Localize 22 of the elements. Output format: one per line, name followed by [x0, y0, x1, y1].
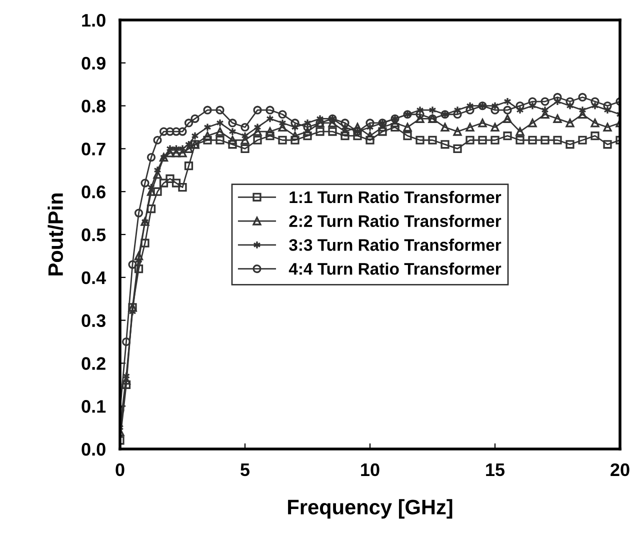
- y-tick-label: 0.6: [82, 186, 106, 198]
- y-tick-label: 0.0: [82, 442, 106, 456]
- y-tick-label: 0.8: [82, 100, 106, 113]
- legend-label: 4:4 Turn Ratio Transformer: [288, 262, 502, 275]
- x-axis-title: Frequency [GHz]: [288, 499, 452, 519]
- legend-label: 2:2 Turn Ratio Transformer: [289, 214, 502, 228]
- y-tick-label: 0.3: [82, 314, 106, 328]
- y-tick-label: 0.2: [82, 357, 106, 370]
- x-tick-label: 10: [361, 463, 380, 476]
- legend-label: 3:3 Turn Ratio Transformer: [289, 238, 502, 251]
- x-tick-label: 15: [486, 464, 505, 476]
- x-tick-label: 0: [116, 463, 124, 476]
- y-tick-label: 0.5: [82, 228, 106, 242]
- x-tick-label: 5: [240, 464, 250, 476]
- y-tick-label: 1.0: [82, 14, 106, 27]
- y-tick-label: 0.4: [82, 271, 106, 284]
- y-tick-label: 0.9: [82, 56, 106, 70]
- y-tick-label: 0.7: [82, 142, 106, 156]
- legend-label: 1:1 Turn Ratio Transformer: [290, 190, 502, 204]
- y-tick-label: 0.1: [82, 400, 106, 413]
- x-tick-label: 20: [610, 463, 630, 476]
- y-axis-title: Pout/Pin: [48, 194, 64, 276]
